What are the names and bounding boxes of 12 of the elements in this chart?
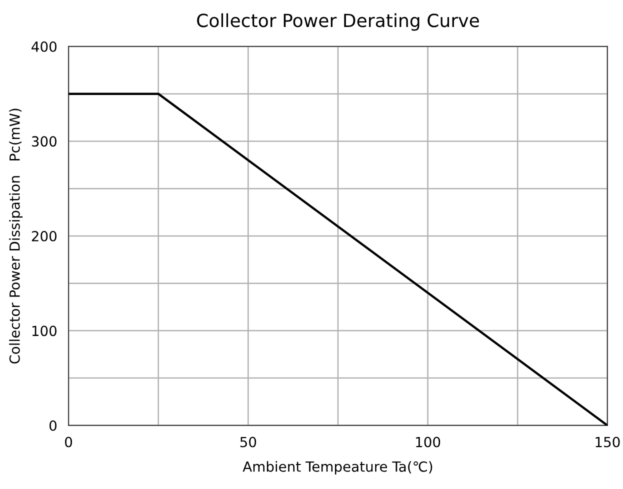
y-tick-label: 300 [32,136,56,147]
x-axis-title: Ambient Tempeature Ta(℃) [242,461,432,475]
x-tick-label: 150 [596,436,620,448]
y-axis-title: Collector Power Dissipation Pc(mW) [9,108,23,364]
y-tick-label: 400 [32,41,56,52]
y-tick-label: 200 [32,230,56,242]
x-tick-label: 100 [416,436,440,448]
x-tick-label: 0 [65,436,72,448]
y-tick-label: 0 [50,420,56,431]
y-tick-label: 100 [32,326,56,336]
chart-title: Collector Power Derating Curve [197,13,479,31]
x-tick-label: 50 [240,436,256,448]
